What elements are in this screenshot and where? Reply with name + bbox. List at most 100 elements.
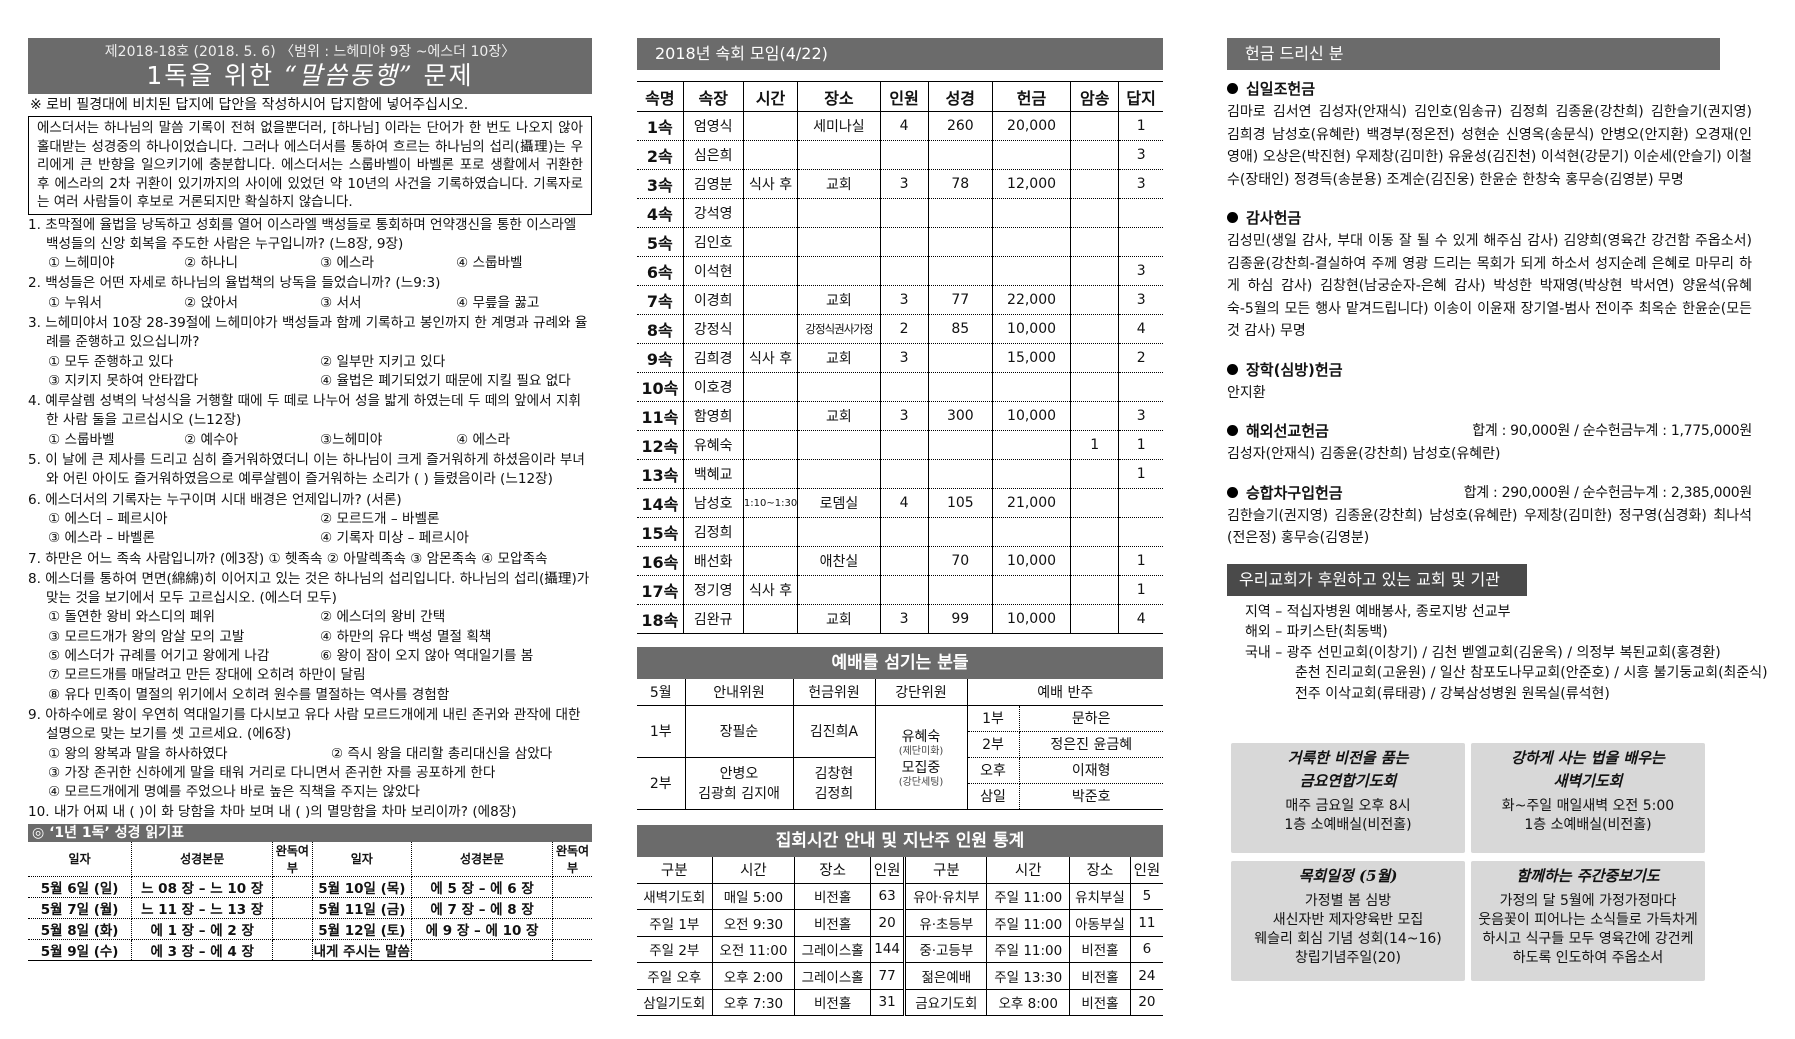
cell-row: 15속 김정희 (637, 517, 1163, 547)
altar-name: 모집중 (901, 760, 941, 776)
supported-church-line: 지역 – 적십자병원 예배봉사, 종로지방 선교부 (1245, 603, 1511, 620)
info-box: 함께하는 주간중보기도 가정의 달 5월에 가정가정마다 웃음꽃이 피어나는 소식들… (1471, 861, 1705, 981)
guide-name: 안병오 (719, 766, 759, 782)
gathering-header: 구분 (904, 856, 988, 884)
question: 5. 이 날에 큰 제사를 드리고 심히 즐거워하였더니 이는 하나님이 크게 … (28, 451, 592, 490)
answer-option: ③ 지키지 못하여 안타깝다 (48, 372, 199, 389)
cell-value: 정기영 (683, 575, 744, 605)
cell-meeting-table: 속명 속장 시간 장소 인원 성경 헌금 암송 답지 1속 엄영식 세미나실 4 260 20,000 1 2속… (637, 81, 1163, 634)
cell-value (743, 459, 799, 489)
cell-value: 백혜교 (683, 459, 744, 489)
cell-value (880, 372, 929, 402)
cell-header: 시간 (743, 81, 799, 112)
cell-value: 4 (1118, 604, 1163, 634)
gathering-cell: 비전홀 (1069, 936, 1131, 963)
question: 3. 느헤미야서 10장 28-39절에 느헤미야가 백성들과 함께 기록하고 … (28, 314, 592, 391)
completion-checkbox[interactable] (552, 876, 592, 898)
reading-cell: 5월 8일 (화) (28, 918, 133, 940)
gathering-cell: 그레이스홀 (794, 962, 871, 990)
col-offering: 헌금위원 (793, 679, 876, 706)
cell-value (1070, 285, 1120, 315)
cell-value (880, 517, 929, 547)
completion-checkbox[interactable] (552, 918, 592, 940)
cell-value: 15속 (637, 517, 684, 547)
cell-value (1070, 372, 1120, 402)
cell-value: 3속 (637, 169, 684, 199)
offering-total: 합계 : 90,000원 / 순수헌금누계 : 1,775,000원 (1472, 423, 1752, 439)
offering-heading: 해외선교헌금 합계 : 90,000원 / 순수헌금누계 : 1,775,000원 (1227, 420, 1752, 441)
reading-row: 5월 9일 (수) 에 3 장 – 에 4 장 내게 주시는 말씀 (28, 939, 592, 961)
gathering-row: 삼일기도회 오후 7:30 비전홀 31 금요기도회 오후 8:00 비전홀 20 (637, 989, 1163, 1016)
gathering-header: 장소 (794, 856, 871, 884)
supported-churches-list: 지역 – 적십자병원 예배봉사, 종로지방 선교부 해외 – 파키스탄(최동백) 국… (1227, 602, 1772, 705)
reading-plan-title: ◎ ‘1년 1독’ 성경 읽기표 (28, 823, 592, 842)
options: ① 스룹바벨 ② 예수아 ③느헤미야 ④ 에스라 (28, 431, 592, 450)
gathering-cell: 77 (870, 962, 907, 990)
gathering-header: 시간 (986, 856, 1071, 884)
completion-checkbox[interactable] (272, 876, 313, 898)
cell-value: 이호경 (683, 372, 744, 402)
offering-heading: 승합차구입헌금 합계 : 290,000원 / 순수헌금누계 : 2,385,00… (1227, 482, 1752, 503)
cell-value (928, 343, 993, 373)
cell-header: 헌금 (992, 81, 1072, 112)
info-box-line: 하도록 인도하여 주옵소서 (1512, 950, 1664, 966)
cell-value: 교회 (797, 343, 881, 373)
question: 10. 내가 어찌 내 ( )이 화 당함을 차마 보며 내 ( )의 멸망함을… (28, 803, 592, 822)
cell-value: 4속 (637, 198, 684, 228)
gathering-cell: 주일 13:30 (986, 962, 1071, 990)
title-line: 새벽기도회 (1553, 772, 1623, 790)
cell-value: 13속 (637, 459, 684, 489)
answer-option: ③느헤미야 (320, 431, 383, 448)
cell-value (1070, 401, 1120, 431)
gathering-cell: 주일 오후 (637, 962, 713, 990)
cell-value: 강정식 (683, 314, 744, 344)
gathering-header: 인원 (1130, 856, 1163, 884)
cell-value: 7속 (637, 285, 684, 315)
middle-column: 2018년 속회 모임(4/22) 속명 속장 시간 장소 인원 성경 헌금 암송 답지 1속 엄영… (637, 38, 1163, 1016)
cell-value: 1 (1070, 430, 1120, 460)
cell-value (992, 430, 1072, 460)
gathering-cell: 11 (1130, 909, 1163, 937)
accompany-name: 이재형 (1019, 757, 1163, 784)
gathering-row: 주일 오후 오후 2:00 그레이스홀 77 젊은예배 주일 13:30 비전홀 24 (637, 962, 1163, 990)
completion-checkbox[interactable] (552, 897, 592, 919)
cell-value: 3 (1118, 285, 1163, 315)
cell-value (1118, 517, 1163, 547)
completion-checkbox[interactable] (552, 939, 592, 961)
offering-name: 승합차구입헌금 (1246, 483, 1343, 502)
gathering-cell: 오후 7:30 (712, 989, 796, 1016)
reading-row: 5월 8일 (화) 에 1 장 – 에 2 장 5월 12일 (토) 에 9 장 – … (28, 918, 592, 940)
reading-plan-table: 일자 성경본문 완독여부 일자 성경본문 완독여부 5월 6일 (일) 느 08 장 – 느 … (28, 841, 592, 961)
cell-value (928, 459, 993, 489)
offering-heading-left: 감사헌금 (1227, 207, 1301, 228)
cell-value (880, 256, 929, 286)
completion-checkbox[interactable] (272, 897, 313, 919)
gathering-cell: 주일 1부 (637, 909, 713, 937)
completion-checkbox[interactable] (272, 918, 313, 940)
cell-value: 1 (1118, 575, 1163, 605)
answer-option: ④ 모르드개에게 명예를 주었으나 바로 높은 직책을 주지는 않았다 (48, 784, 420, 801)
gathering-cell: 그레이스홀 (794, 936, 871, 963)
reading-cell: 내게 주시는 말씀 (312, 939, 413, 961)
offering-donors: 김마로 김서연 김성자(안재식) 김인호(임송규) 김정희 김종윤(강찬희) 김… (1227, 104, 1752, 188)
cell-value (797, 372, 881, 402)
cell-value: 1 (1118, 546, 1163, 576)
cell-value: 배선화 (683, 546, 744, 576)
options: ① 느헤미야 ② 하나니 ③ 에스라 ④ 스룹바벨 (28, 254, 592, 273)
cell-value (797, 256, 881, 286)
cell-value: 김완규 (683, 604, 744, 634)
reading-cell: 에 3 장 – 에 4 장 (131, 939, 274, 961)
cell-value (797, 459, 881, 489)
cell-row: 13속 백혜교 1 (637, 459, 1163, 489)
cell-value (880, 430, 929, 460)
completion-checkbox[interactable] (272, 939, 313, 961)
reading-cell: 에 7 장 – 에 8 장 (411, 897, 554, 919)
cell-value: 3 (1118, 169, 1163, 199)
cell-value: 교회 (797, 604, 881, 634)
answer-option: ③ 모르드개가 왕의 암살 모의 고발 (48, 628, 245, 645)
cell-value: 로뎀실 (797, 488, 881, 518)
gathering-cell: 6 (1130, 936, 1163, 963)
cell-value: 4 (880, 488, 929, 518)
options: ① 모두 준행하고 있다 ② 일부만 지키고 있다 ③ 지키지 못하여 안타깝다 ④ … (28, 353, 592, 392)
reading-header: 완독여부 (552, 841, 592, 877)
